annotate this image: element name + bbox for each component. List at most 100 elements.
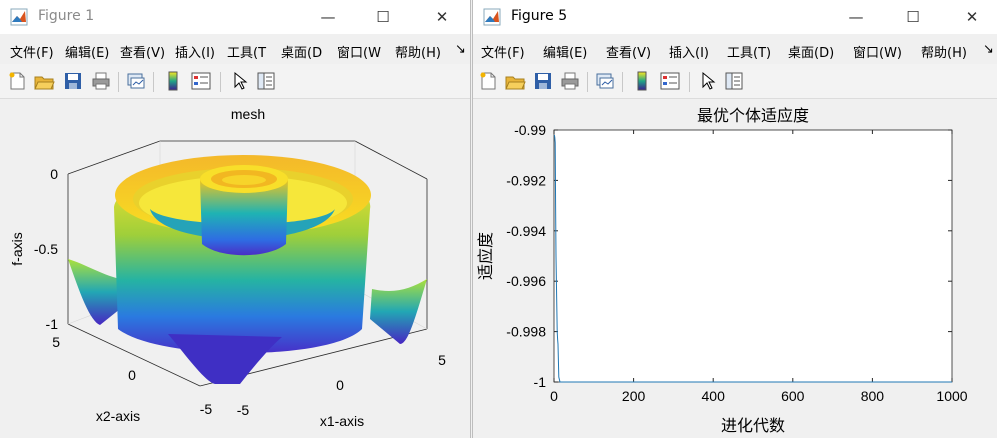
menu-help[interactable]: 帮助(H) [395, 46, 441, 61]
toolbar-separator [689, 72, 690, 92]
y-tick-label: 0 [128, 367, 136, 383]
x-tick-label: 600 [781, 388, 805, 404]
figure-1-window: Figure 1 — ☐ ✕ 文件(F) 编辑(E) 查看(V) 插入(I) 工… [0, 0, 471, 438]
surface-front-valley [168, 334, 282, 384]
menu-window[interactable]: 窗口(W [337, 46, 381, 61]
x-tick-label: 800 [861, 388, 885, 404]
save-icon[interactable] [62, 70, 84, 92]
x-tick-label: 1000 [936, 388, 967, 404]
plot-area [553, 129, 953, 383]
menu-tools[interactable]: 工具(T [227, 46, 267, 61]
figure-5-window: Figure 5 — ☐ ✕ 文件(F) 编辑(E) 查看(V) 插入(I) 工… [472, 0, 997, 438]
figure-area: 最优个体适应度 适应度 进化代数 -0.99 -0.992 -0.994 -0.996… [473, 99, 997, 438]
minimize-button[interactable]: — [848, 8, 864, 26]
close-button[interactable]: ✕ [965, 8, 979, 26]
menu-overflow-icon[interactable]: ↘ [455, 42, 466, 57]
menu-insert[interactable]: 插入(I) [175, 46, 215, 61]
menu-edit[interactable]: 编辑(E) [65, 46, 110, 61]
window-title: Figure 1 [38, 8, 95, 24]
toolbar [0, 64, 470, 99]
y-axis-label: x2-axis [96, 408, 140, 424]
series-group [553, 134, 952, 383]
toolbar-separator [220, 72, 221, 92]
menu-desktop[interactable]: 桌面(D) [788, 46, 835, 61]
x-tick-label: -5 [237, 402, 250, 418]
property-editor-icon[interactable] [723, 70, 745, 92]
menu-help[interactable]: 帮助(H) [921, 46, 967, 61]
close-button[interactable]: ✕ [435, 8, 449, 26]
fitness-line-chart[interactable]: 最优个体适应度 适应度 进化代数 -0.99 -0.992 -0.994 -0.996… [473, 99, 997, 438]
surface-inner-wall [200, 179, 288, 256]
x-ticks: 0 200 400 600 800 1000 [550, 130, 968, 404]
menu-view[interactable]: 查看(V) [120, 46, 166, 61]
title-bar[interactable]: Figure 5 — ☐ ✕ [473, 0, 997, 34]
surface-right-tail [370, 279, 427, 344]
menu-window[interactable]: 窗口(W) [853, 46, 902, 61]
pointer-icon[interactable] [697, 70, 719, 92]
y-tick-label: 5 [52, 334, 60, 350]
pointer-icon[interactable] [229, 70, 251, 92]
legend-icon[interactable] [659, 70, 681, 92]
toolbar [473, 64, 997, 99]
menu-bar: 文件(F) 编辑(E) 查看(V) 插入(I) 工具(T 桌面(D 窗口(W 帮… [0, 34, 470, 64]
y-axis-label: 适应度 [476, 232, 495, 280]
menu-edit[interactable]: 编辑(E) [543, 46, 588, 61]
x-tick-label: 200 [622, 388, 646, 404]
x-axis-label: x1-axis [320, 413, 364, 429]
maximize-button[interactable]: ☐ [376, 8, 390, 26]
toolbar-separator [587, 72, 588, 92]
surface-left-tail [68, 259, 120, 325]
matlab-logo-icon [10, 8, 28, 26]
z-tick-label: -1 [46, 316, 59, 332]
colorbar-icon[interactable] [631, 70, 653, 92]
menu-insert[interactable]: 插入(I) [669, 46, 709, 61]
y-tick-label: -0.992 [506, 172, 546, 188]
open-file-icon[interactable] [33, 70, 55, 92]
figure-area: mesh 0 -0.5 -1 f-axis 5 0 -5 x2-axis -5 … [0, 99, 470, 438]
menu-file[interactable]: 文件(F) [10, 46, 54, 61]
title-bar[interactable]: Figure 1 — ☐ ✕ [0, 0, 470, 34]
menu-file[interactable]: 文件(F) [481, 46, 525, 61]
print-icon[interactable] [90, 70, 112, 92]
menu-view[interactable]: 查看(V) [606, 46, 652, 61]
matlab-logo-icon [483, 8, 501, 26]
plot-title: mesh [231, 106, 265, 122]
y-tick-label: -5 [200, 401, 213, 417]
link-plot-icon[interactable] [594, 70, 616, 92]
link-plot-icon[interactable] [125, 70, 147, 92]
y-tick-label: -0.998 [506, 324, 546, 340]
legend-icon[interactable] [190, 70, 212, 92]
menu-desktop[interactable]: 桌面(D [281, 46, 323, 61]
z-axis-label: f-axis [9, 232, 25, 265]
toolbar-separator [118, 72, 119, 92]
open-file-icon[interactable] [504, 70, 526, 92]
x-tick-label: 5 [438, 352, 446, 368]
chart-title: 最优个体适应度 [697, 106, 809, 125]
z-tick-label: 0 [50, 166, 58, 182]
x-tick-label: 400 [702, 388, 726, 404]
menu-overflow-icon[interactable]: ↘ [983, 42, 994, 57]
x-tick-label: 0 [550, 388, 558, 404]
window-title: Figure 5 [511, 8, 568, 24]
maximize-button[interactable]: ☐ [906, 8, 920, 26]
menu-tools[interactable]: 工具(T) [727, 46, 772, 61]
series-line [553, 134, 952, 383]
print-icon[interactable] [559, 70, 581, 92]
menu-bar: 文件(F) 编辑(E) 查看(V) 插入(I) 工具(T) 桌面(D) 窗口(W… [473, 34, 997, 64]
y-tick-label: -1 [534, 374, 547, 390]
save-icon[interactable] [532, 70, 554, 92]
y-tick-label: -0.996 [506, 273, 546, 289]
y-tick-label: -0.994 [506, 223, 546, 239]
colorbar-icon[interactable] [162, 70, 184, 92]
new-figure-icon[interactable] [477, 70, 499, 92]
toolbar-separator [622, 72, 623, 92]
x-tick-label: 0 [336, 377, 344, 393]
x-axis-label: 进化代数 [721, 417, 785, 435]
new-figure-icon[interactable] [6, 70, 28, 92]
property-editor-icon[interactable] [255, 70, 277, 92]
y-tick-label: -0.99 [514, 122, 546, 138]
toolbar-separator [153, 72, 154, 92]
z-tick-label: -0.5 [34, 241, 58, 257]
minimize-button[interactable]: — [320, 8, 336, 26]
mesh-plot[interactable]: mesh 0 -0.5 -1 f-axis 5 0 -5 x2-axis -5 … [0, 99, 470, 438]
